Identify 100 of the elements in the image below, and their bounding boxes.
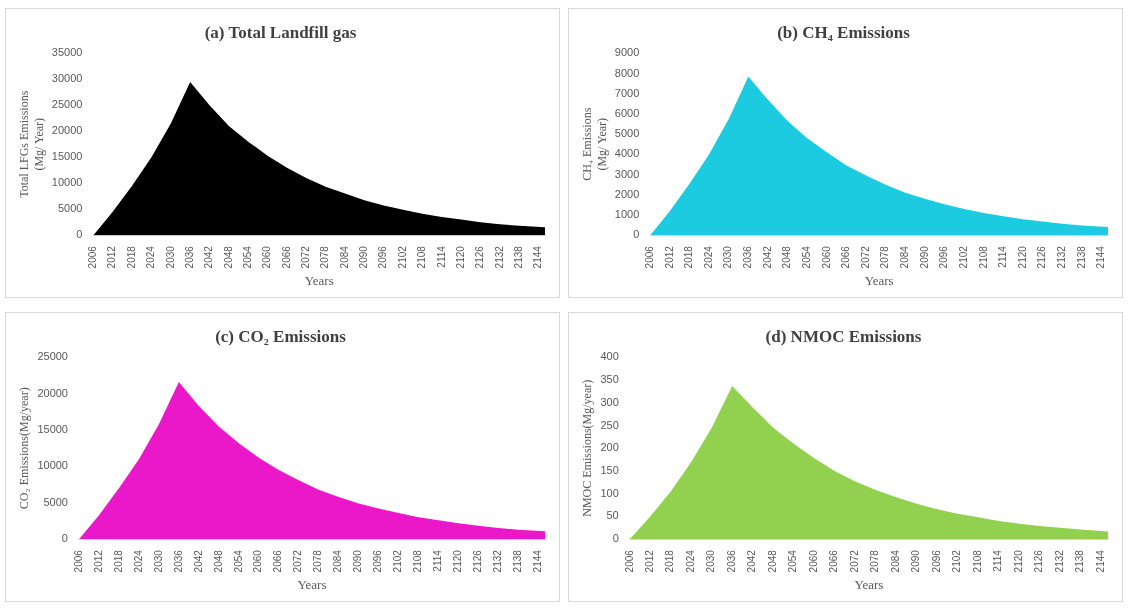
y-tick-label: 15000 bbox=[37, 423, 68, 436]
y-tick-label: 50 bbox=[606, 509, 619, 522]
x-tick-label: 2132 bbox=[492, 549, 504, 573]
x-tick-label: 2024 bbox=[145, 245, 157, 269]
x-tick-label: 2060 bbox=[820, 245, 832, 269]
y-tick-label: 25000 bbox=[51, 98, 83, 111]
x-tick-label: 2054 bbox=[787, 549, 799, 573]
x-tick-label: 2030 bbox=[705, 549, 717, 573]
x-tick-label: 2024 bbox=[702, 245, 714, 269]
x-tick-label: 2138 bbox=[512, 245, 524, 269]
x-tick-label: 2126 bbox=[1033, 549, 1045, 573]
x-tick-label: 2024 bbox=[684, 549, 696, 573]
x-tick-label: 2084 bbox=[889, 549, 901, 573]
x-tick-label: 2132 bbox=[493, 245, 505, 269]
chart-title: (c) CO₂ Emissions bbox=[215, 326, 347, 346]
x-tick-label: 2072 bbox=[300, 245, 312, 269]
x-tick-label: 2018 bbox=[683, 245, 695, 269]
x-tick-label: 2096 bbox=[938, 245, 950, 269]
y-tick-label: 20000 bbox=[51, 124, 83, 137]
x-tick-label: 2060 bbox=[261, 245, 273, 269]
y-tick-label: 400 bbox=[600, 350, 619, 363]
chart-title: (a) Total Landfill gas bbox=[204, 22, 357, 42]
x-tick-label: 2090 bbox=[352, 549, 364, 573]
x-tick-label: 2132 bbox=[1055, 245, 1067, 269]
x-tick-label: 2048 bbox=[212, 549, 224, 573]
y-tick-label: 150 bbox=[600, 464, 619, 477]
x-tick-label: 2096 bbox=[377, 245, 389, 269]
x-tick-label: 2060 bbox=[252, 549, 264, 573]
y-tick-label: 5000 bbox=[43, 495, 68, 508]
x-axis-title: Years bbox=[854, 576, 884, 592]
x-tick-label: 2102 bbox=[392, 549, 404, 573]
x-tick-label: 2054 bbox=[800, 245, 812, 269]
x-tick-label: 2090 bbox=[918, 245, 930, 269]
x-tick-label: 2120 bbox=[454, 245, 466, 269]
y-tick-label: 250 bbox=[600, 418, 619, 431]
x-tick-label: 2114 bbox=[997, 245, 1009, 268]
x-tick-label: 2006 bbox=[623, 549, 635, 573]
x-tick-label: 2018 bbox=[112, 549, 124, 573]
x-tick-label: 2048 bbox=[222, 245, 234, 269]
x-tick-label: 2024 bbox=[132, 549, 144, 573]
x-tick-label: 2066 bbox=[828, 549, 840, 573]
x-tick-label: 2144 bbox=[1095, 245, 1107, 269]
x-tick-label: 2078 bbox=[869, 549, 881, 573]
x-tick-label: 2132 bbox=[1053, 549, 1065, 573]
x-tick-label: 2012 bbox=[106, 245, 118, 269]
y-tick-label: 0 bbox=[612, 532, 619, 545]
x-tick-label: 2036 bbox=[725, 549, 737, 573]
chart-title: (b) CH₄ Emissions bbox=[777, 22, 911, 42]
x-tick-label: 2084 bbox=[899, 245, 911, 269]
y-tick-label: 25000 bbox=[37, 350, 68, 363]
x-tick-label: 2084 bbox=[332, 549, 344, 573]
y-tick-label: 2000 bbox=[614, 187, 640, 200]
y-tick-label: 30000 bbox=[51, 72, 83, 85]
x-tick-label: 2060 bbox=[807, 549, 819, 573]
x-tick-label: 2066 bbox=[840, 245, 852, 269]
x-tick-label: 2114 bbox=[435, 245, 447, 268]
x-tick-label: 2042 bbox=[746, 549, 758, 573]
x-tick-label: 2120 bbox=[452, 549, 464, 573]
x-tick-label: 2048 bbox=[766, 549, 778, 573]
x-tick-label: 2078 bbox=[879, 245, 891, 269]
y-axis-title: NMOC Emissions(Mg/year) bbox=[580, 379, 595, 517]
x-tick-label: 2138 bbox=[1074, 549, 1086, 573]
x-tick-label: 2144 bbox=[532, 549, 544, 573]
x-tick-label: 2108 bbox=[416, 245, 428, 269]
x-tick-label: 2018 bbox=[664, 549, 676, 573]
y-tick-label: 5000 bbox=[57, 202, 83, 215]
y-axis-title: CH₄ Emissions (Mg/ Year) bbox=[580, 107, 609, 181]
y-tick-label: 4000 bbox=[614, 147, 640, 160]
y-tick-label: 350 bbox=[600, 373, 619, 386]
x-tick-label: 2126 bbox=[472, 549, 484, 573]
y-tick-label: 5000 bbox=[614, 127, 640, 140]
x-tick-label: 2078 bbox=[312, 549, 324, 573]
x-axis-title: Years bbox=[304, 272, 334, 288]
y-tick-label: 100 bbox=[600, 486, 619, 499]
x-tick-label: 2072 bbox=[848, 549, 860, 573]
x-tick-label: 2006 bbox=[87, 245, 99, 269]
x-tick-label: 2114 bbox=[992, 549, 1004, 572]
x-tick-label: 2090 bbox=[358, 245, 370, 269]
y-tick-label: 1000 bbox=[614, 207, 640, 220]
x-tick-label: 2012 bbox=[92, 549, 104, 573]
x-tick-label: 2066 bbox=[280, 245, 292, 269]
y-tick-label: 6000 bbox=[614, 107, 640, 120]
y-tick-label: 0 bbox=[61, 532, 68, 545]
x-tick-label: 2138 bbox=[512, 549, 524, 573]
x-tick-label: 2006 bbox=[72, 549, 84, 573]
y-tick-label: 200 bbox=[600, 441, 619, 454]
x-tick-label: 2090 bbox=[910, 549, 922, 573]
x-tick-label: 2096 bbox=[930, 549, 942, 573]
x-tick-label: 2042 bbox=[203, 245, 215, 269]
x-tick-label: 2144 bbox=[1094, 549, 1106, 573]
y-tick-label: 0 bbox=[76, 228, 83, 241]
x-tick-label: 2126 bbox=[1036, 245, 1048, 269]
y-tick-label: 10000 bbox=[37, 459, 68, 472]
x-tick-label: 2138 bbox=[1075, 245, 1087, 269]
x-tick-label: 2072 bbox=[292, 549, 304, 573]
x-tick-label: 2012 bbox=[663, 245, 675, 269]
x-tick-label: 2120 bbox=[1016, 245, 1028, 269]
x-tick-label: 2108 bbox=[977, 245, 989, 269]
x-tick-label: 2102 bbox=[951, 549, 963, 573]
x-tick-label: 2030 bbox=[164, 245, 176, 269]
